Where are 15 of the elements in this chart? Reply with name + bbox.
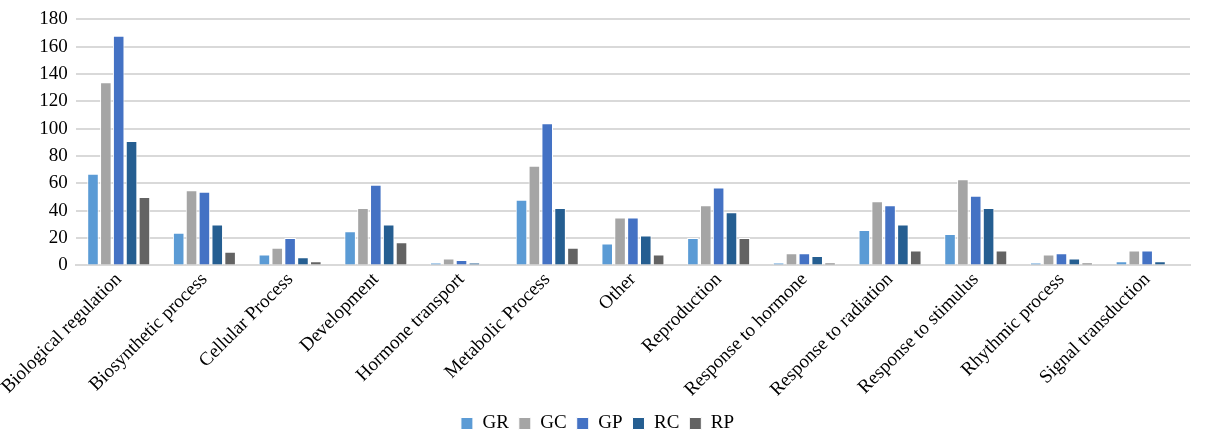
y-tick-label: 40 (48, 198, 68, 220)
y-tick-label: 20 (48, 226, 68, 248)
y-tick-label: 80 (48, 144, 68, 166)
y-tick-label: 0 (58, 253, 68, 275)
y-tick-label: 120 (39, 89, 68, 111)
legend-label: RP (710, 411, 735, 433)
y-tick-label: 180 (39, 7, 68, 29)
y-tick-label: 160 (39, 34, 68, 56)
y-tick-label: 100 (39, 116, 68, 138)
y-tick-label: 140 (39, 62, 68, 84)
y-tick-label: 60 (48, 171, 68, 193)
legend-label: RC (654, 411, 680, 433)
legend-label: GC (540, 411, 567, 433)
legend-label: GR (482, 411, 510, 433)
legend-label: GP (598, 411, 623, 433)
